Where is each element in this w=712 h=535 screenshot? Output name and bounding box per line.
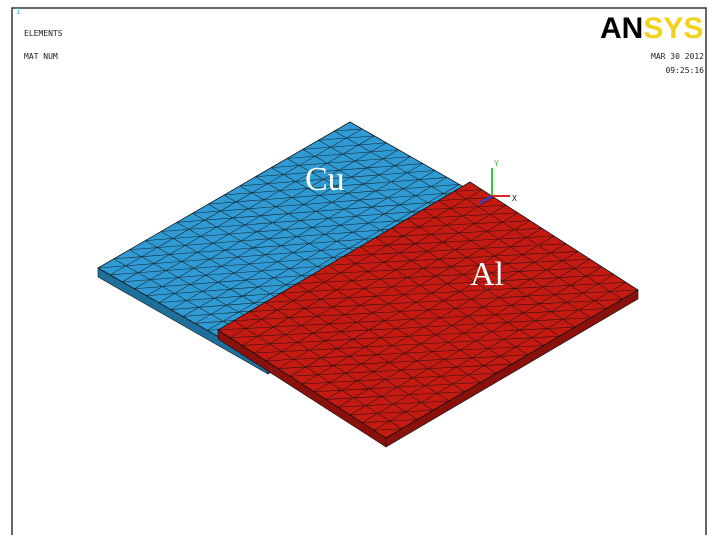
y-label: Y bbox=[494, 159, 499, 168]
material-label: Al bbox=[470, 256, 504, 293]
plot-label: ELEMENTS bbox=[24, 29, 63, 38]
logo-part: AN bbox=[600, 12, 643, 45]
plot-option: MAT NUM bbox=[24, 52, 58, 61]
logo: ANSYS bbox=[600, 12, 703, 45]
time: 09:25:16 bbox=[665, 66, 704, 75]
date: MAR 30 2012 bbox=[651, 52, 704, 61]
ansys-window: 1 ELEMENTS MAT NUM ANSYS MAR 30 2012 09:… bbox=[0, 0, 712, 535]
logo-part: SYS bbox=[643, 12, 703, 45]
x-label: X bbox=[512, 194, 517, 203]
window-number: 1 bbox=[16, 7, 21, 16]
material-label: Cu bbox=[305, 161, 345, 198]
